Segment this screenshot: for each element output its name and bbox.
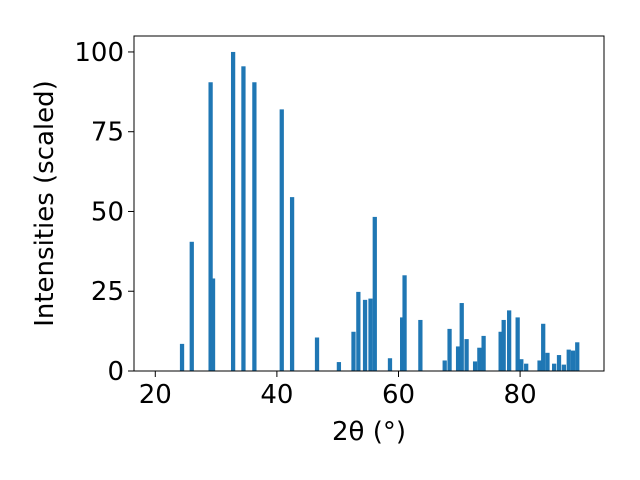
bar bbox=[477, 347, 482, 371]
bar bbox=[402, 275, 407, 371]
x-axis: 20 40 60 80 bbox=[139, 371, 537, 410]
bar bbox=[189, 241, 194, 371]
bar bbox=[442, 360, 447, 371]
bar bbox=[537, 360, 542, 371]
y-tick-label: 25 bbox=[91, 277, 124, 307]
y-tick-label: 100 bbox=[74, 38, 124, 68]
bar bbox=[575, 342, 580, 371]
bar bbox=[336, 362, 342, 371]
bar bbox=[447, 328, 452, 371]
bar bbox=[541, 323, 546, 371]
bars-group bbox=[179, 51, 580, 371]
bar bbox=[552, 363, 557, 371]
bar bbox=[368, 298, 373, 371]
y-axis-label: Intensities (scaled) bbox=[30, 80, 60, 327]
bar bbox=[400, 317, 405, 371]
bar bbox=[570, 350, 576, 371]
bar bbox=[501, 319, 506, 371]
bar bbox=[566, 349, 571, 371]
bar bbox=[314, 337, 320, 371]
bar bbox=[289, 197, 295, 371]
plot-frame bbox=[133, 35, 605, 372]
bar bbox=[356, 291, 361, 371]
bar bbox=[387, 358, 393, 371]
y-tick-label: 50 bbox=[91, 197, 124, 227]
bar bbox=[230, 51, 236, 371]
bar bbox=[524, 363, 529, 371]
y-tick-label: 75 bbox=[91, 118, 124, 148]
bar bbox=[498, 331, 503, 371]
bar bbox=[372, 216, 377, 371]
bar bbox=[481, 335, 486, 371]
bar bbox=[179, 343, 185, 371]
y-axis: 0 25 50 75 100 bbox=[74, 38, 134, 387]
x-axis-label: 2θ (°) bbox=[332, 417, 406, 447]
x-tick-label: 80 bbox=[504, 380, 537, 410]
bar bbox=[208, 82, 213, 371]
bar bbox=[561, 364, 566, 371]
bar bbox=[279, 109, 284, 371]
bar bbox=[519, 359, 524, 371]
bar bbox=[545, 352, 550, 371]
x-tick-label: 60 bbox=[382, 380, 415, 410]
y-tick-label: 0 bbox=[107, 357, 124, 387]
bar bbox=[241, 66, 246, 371]
bar bbox=[556, 355, 562, 371]
bar bbox=[362, 299, 368, 371]
bar bbox=[418, 319, 423, 371]
bar bbox=[351, 331, 356, 371]
bar bbox=[515, 317, 520, 371]
x-tick-label: 40 bbox=[260, 380, 293, 410]
bar bbox=[464, 339, 469, 371]
bar bbox=[507, 310, 512, 371]
x-tick-label: 20 bbox=[139, 380, 172, 410]
bar bbox=[455, 346, 461, 371]
bar bbox=[459, 303, 464, 371]
bar bbox=[252, 82, 257, 371]
bar bbox=[210, 278, 216, 371]
bar bbox=[472, 361, 478, 371]
